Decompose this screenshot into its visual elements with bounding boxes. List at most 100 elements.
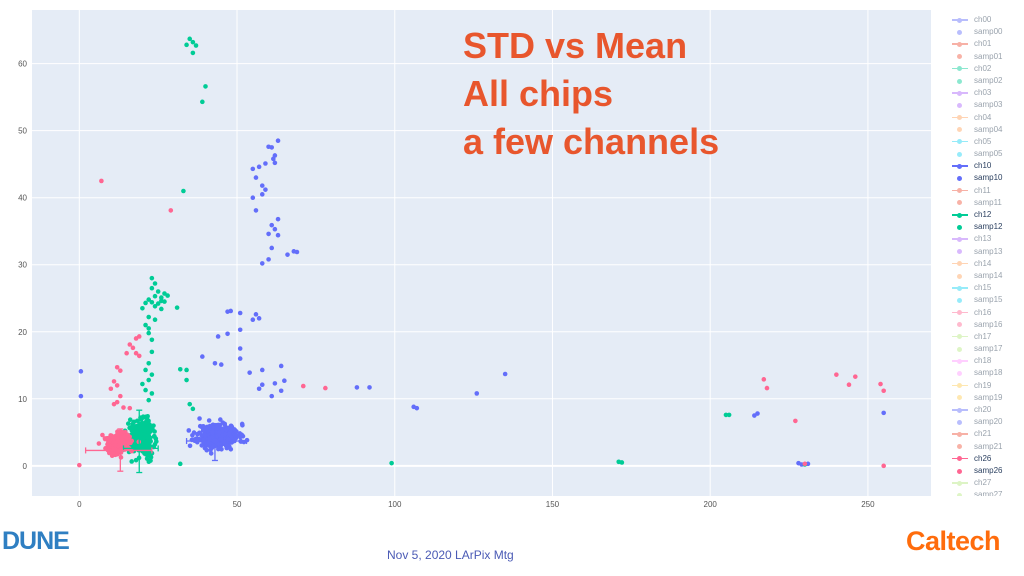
legend-item-ch05[interactable]: ch05 xyxy=(950,136,1024,148)
legend-item-samp03[interactable]: samp03 xyxy=(950,99,1024,111)
legend-symbol-icon xyxy=(950,295,970,305)
legend-item-ch13[interactable]: ch13 xyxy=(950,233,1024,245)
legend-item-ch04[interactable]: ch04 xyxy=(950,112,1024,124)
legend-item-samp12[interactable]: samp12 xyxy=(950,221,1024,233)
data-point xyxy=(253,208,259,213)
data-point xyxy=(212,360,218,366)
data-point xyxy=(259,261,265,266)
legend-symbol-icon xyxy=(950,393,970,403)
data-point xyxy=(78,369,84,374)
legend-item-ch20[interactable]: ch20 xyxy=(950,404,1024,416)
legend-item-samp26[interactable]: samp26 xyxy=(950,465,1024,477)
legend-item-samp19[interactable]: samp19 xyxy=(950,392,1024,404)
data-point xyxy=(256,386,262,392)
legend-item-samp14[interactable]: samp14 xyxy=(950,270,1024,282)
legend-item-ch14[interactable]: ch14 xyxy=(950,258,1024,270)
legend-label: samp00 xyxy=(974,27,1003,37)
data-point xyxy=(206,441,212,446)
dune-logo: DUNE xyxy=(2,527,70,555)
data-point xyxy=(619,460,625,465)
legend-label: ch17 xyxy=(974,331,992,341)
x-tick-label: 0 xyxy=(77,500,82,509)
data-point xyxy=(113,442,118,448)
data-point xyxy=(237,346,243,351)
data-point xyxy=(130,345,136,351)
data-point xyxy=(226,431,232,437)
legend-item-ch01[interactable]: ch01 xyxy=(950,38,1024,50)
data-point xyxy=(127,342,133,347)
data-point xyxy=(140,306,145,311)
legend-item-ch27[interactable]: ch27 xyxy=(950,477,1024,489)
legend-item-samp18[interactable]: samp18 xyxy=(950,367,1024,379)
data-point xyxy=(190,50,196,56)
data-point xyxy=(300,383,306,389)
legend-item-samp05[interactable]: samp05 xyxy=(950,148,1024,160)
data-point xyxy=(234,429,239,434)
data-point xyxy=(266,231,271,237)
legend-item-samp20[interactable]: samp20 xyxy=(950,416,1024,428)
legend-item-ch26[interactable]: ch26 xyxy=(950,453,1024,465)
legend-item-samp00[interactable]: samp00 xyxy=(950,26,1024,38)
legend-item-ch21[interactable]: ch21 xyxy=(950,428,1024,440)
legend-label: samp15 xyxy=(974,295,1003,305)
data-point xyxy=(133,350,139,356)
legend-item-ch03[interactable]: ch03 xyxy=(950,87,1024,99)
legend-item-samp10[interactable]: samp10 xyxy=(950,172,1024,184)
data-point xyxy=(100,432,105,438)
data-point xyxy=(145,433,150,439)
data-point xyxy=(206,418,212,423)
data-point xyxy=(146,314,152,320)
data-point xyxy=(852,374,858,379)
data-point xyxy=(250,317,256,322)
legend-item-samp11[interactable]: samp11 xyxy=(950,197,1024,209)
legend-label: samp16 xyxy=(974,319,1003,329)
data-point xyxy=(190,406,196,412)
legend-item-samp13[interactable]: samp13 xyxy=(950,246,1024,258)
legend-item-samp21[interactable]: samp21 xyxy=(950,441,1024,453)
legend-item-samp16[interactable]: samp16 xyxy=(950,319,1024,331)
legend-item-ch00[interactable]: ch00 xyxy=(950,14,1024,26)
legend-item-samp17[interactable]: samp17 xyxy=(950,343,1024,355)
legend-item-ch16[interactable]: ch16 xyxy=(950,307,1024,319)
data-point xyxy=(143,300,148,306)
legend-item-ch02[interactable]: ch02 xyxy=(950,63,1024,75)
error-bar-center xyxy=(212,438,218,444)
legend-item-samp01[interactable]: samp01 xyxy=(950,51,1024,63)
legend-label: ch02 xyxy=(974,63,992,73)
data-point xyxy=(143,367,148,373)
data-point xyxy=(206,436,212,441)
legend-item-ch17[interactable]: ch17 xyxy=(950,331,1024,343)
legend-item-ch15[interactable]: ch15 xyxy=(950,282,1024,294)
footer-text: Nov 5, 2020 LArPix Mtg xyxy=(387,548,514,562)
legend-item-ch11[interactable]: ch11 xyxy=(950,185,1024,197)
legend-symbol-icon xyxy=(950,100,970,110)
data-point xyxy=(159,306,164,312)
data-point xyxy=(764,385,770,391)
legend-symbol-icon xyxy=(950,369,970,379)
data-point xyxy=(225,331,230,337)
data-point xyxy=(285,252,290,257)
legend-label: samp13 xyxy=(974,246,1003,256)
legend-item-ch18[interactable]: ch18 xyxy=(950,355,1024,367)
data-point xyxy=(181,188,186,194)
legend-symbol-icon xyxy=(950,271,970,281)
chart-legend[interactable]: ch00 samp00 ch01 samp01 ch02 samp02 ch03 samp03… xyxy=(950,14,1024,496)
legend-item-samp27[interactable]: samp27 xyxy=(950,489,1024,496)
legend-item-samp04[interactable]: samp04 xyxy=(950,124,1024,136)
legend-label: ch03 xyxy=(974,88,992,98)
data-point xyxy=(78,393,84,399)
legend-item-ch10[interactable]: ch10 xyxy=(950,160,1024,172)
legend-item-samp02[interactable]: samp02 xyxy=(950,75,1024,87)
legend-symbol-icon xyxy=(950,15,970,25)
legend-item-ch19[interactable]: ch19 xyxy=(950,380,1024,392)
legend-item-samp15[interactable]: samp15 xyxy=(950,294,1024,306)
data-point xyxy=(140,381,145,387)
legend-label: ch15 xyxy=(974,283,992,293)
legend-item-ch12[interactable]: ch12 xyxy=(950,209,1024,221)
legend-label: ch04 xyxy=(974,112,992,122)
data-point xyxy=(250,195,256,200)
legend-label: ch18 xyxy=(974,356,992,366)
data-point xyxy=(881,463,886,469)
data-point xyxy=(146,426,152,431)
